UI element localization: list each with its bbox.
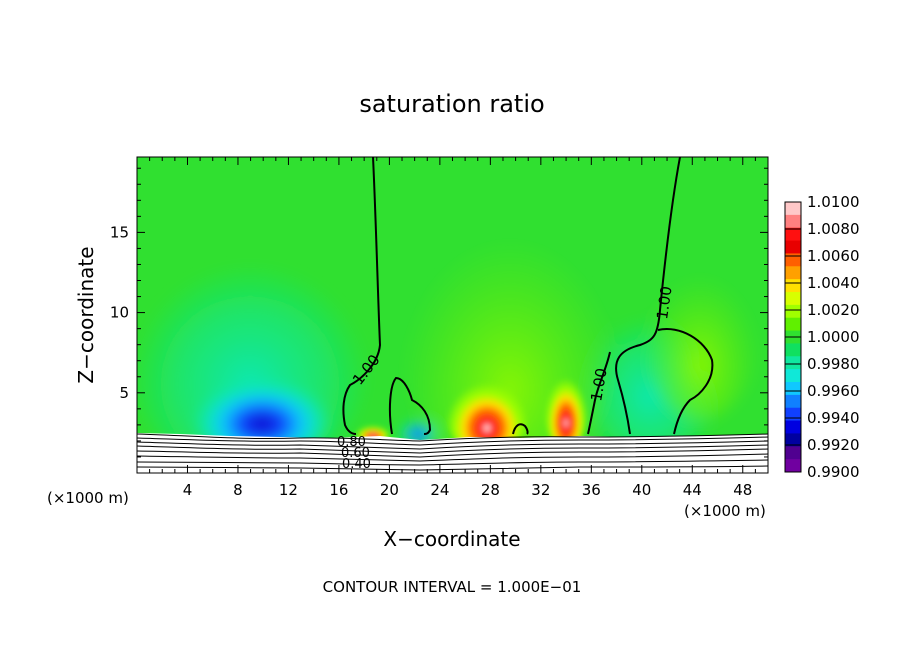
- colorbar-swatch: [785, 433, 801, 447]
- contour-label: 1.00: [653, 285, 675, 321]
- contour-1-00-right-lobe: [657, 328, 714, 435]
- colorbar-label: 0.9900: [807, 463, 860, 481]
- y-tick-label: 5: [119, 384, 129, 402]
- contour-lines: [342, 157, 714, 435]
- x-tick-label: 48: [733, 481, 752, 499]
- x-tick-label: 28: [481, 481, 500, 499]
- colorbar-swatch: [785, 317, 801, 332]
- colorbar-label: 0.9960: [807, 382, 860, 400]
- colorbar-label: 0.9920: [807, 436, 860, 454]
- colorbar-swatch: [785, 266, 801, 280]
- x-tick-label: 24: [430, 481, 449, 499]
- contour-label: 1.00: [587, 367, 611, 403]
- colorbar-swatch: [785, 240, 801, 254]
- colorbar-label: 1.0000: [807, 328, 860, 346]
- contour-1-00-small: [512, 423, 529, 435]
- colorbar-swatch: [785, 292, 801, 306]
- colorbar-swatch: [785, 356, 801, 370]
- low-region-small: [400, 420, 436, 444]
- x-tick-label: 44: [683, 481, 702, 499]
- x-unit-label-right: (×1000 m): [684, 502, 766, 520]
- terrain-contours: [137, 433, 768, 471]
- contour-label: 0.60: [341, 446, 370, 461]
- x-tick-label: 16: [329, 481, 348, 499]
- colorbar-swatch: [785, 227, 801, 242]
- contour-1-00-loop: [388, 376, 432, 435]
- x-tick-label: 32: [531, 481, 550, 499]
- x-tick-label: 12: [279, 481, 298, 499]
- contour-label: 0.80: [337, 435, 366, 450]
- x-tick-label: 36: [582, 481, 601, 499]
- y-tick-label: 15: [110, 223, 129, 241]
- y-axis: 5 10 15: [110, 167, 768, 458]
- x-tick-label: 8: [233, 481, 243, 499]
- colorbar-swatch: [785, 420, 801, 434]
- colorbar-swatch: [785, 407, 801, 422]
- x-tick-label: 20: [380, 481, 399, 499]
- x-axis: 4 8 12 16 20 24 28 32 36 40 44 48: [149, 157, 756, 499]
- y-axis-label: Z−coordinate: [74, 246, 98, 383]
- colorbar: 1.0100 1.0080 1.0060 1.0040 1.0020 1.0000 0.99…: [784, 193, 860, 481]
- colorbar-label: 1.0040: [807, 274, 860, 292]
- contour-interval-note: CONTOUR INTERVAL = 1.000E−01: [323, 578, 582, 596]
- colorbar-label: 1.0080: [807, 220, 860, 238]
- high-region-1: [445, 365, 529, 455]
- colorbar-swatch: [785, 394, 801, 409]
- x-axis-label: X−coordinate: [383, 527, 520, 551]
- colorbar-swatch: [785, 202, 801, 216]
- colorbar-swatch: [785, 279, 801, 293]
- lime-region-right: [640, 240, 760, 420]
- y-tick-label: 10: [110, 304, 129, 322]
- colorbar-label: 1.0100: [807, 193, 860, 211]
- high-region-2: [544, 360, 588, 450]
- x-unit-label-left: (×1000 m): [47, 489, 129, 507]
- colorbar-swatch: [785, 382, 801, 396]
- colorbar-swatch: [785, 253, 801, 267]
- x-tick-label: 4: [183, 481, 193, 499]
- contour-1-00-right: [615, 157, 681, 435]
- contour-label: 0.40: [342, 457, 371, 472]
- colorbar-swatch: [785, 214, 801, 229]
- x-tick-label: 40: [632, 481, 651, 499]
- contour-1-00-left: [342, 157, 382, 435]
- colorbar-swatch: [785, 369, 801, 383]
- chart-title: saturation ratio: [359, 90, 544, 118]
- colorbar-label: 1.0020: [807, 301, 860, 319]
- colorbar-label: 0.9940: [807, 409, 860, 427]
- colorbar-label: 0.9980: [807, 355, 860, 373]
- contour-1-00-mid: [587, 351, 611, 435]
- plot-area: [137, 157, 768, 473]
- colorbar-swatch: [785, 446, 801, 460]
- colorbar-swatch: [785, 343, 801, 357]
- colorbar-swatch: [785, 304, 801, 319]
- colorbar-swatch: [785, 459, 801, 473]
- colorbar-label: 1.0060: [807, 247, 860, 265]
